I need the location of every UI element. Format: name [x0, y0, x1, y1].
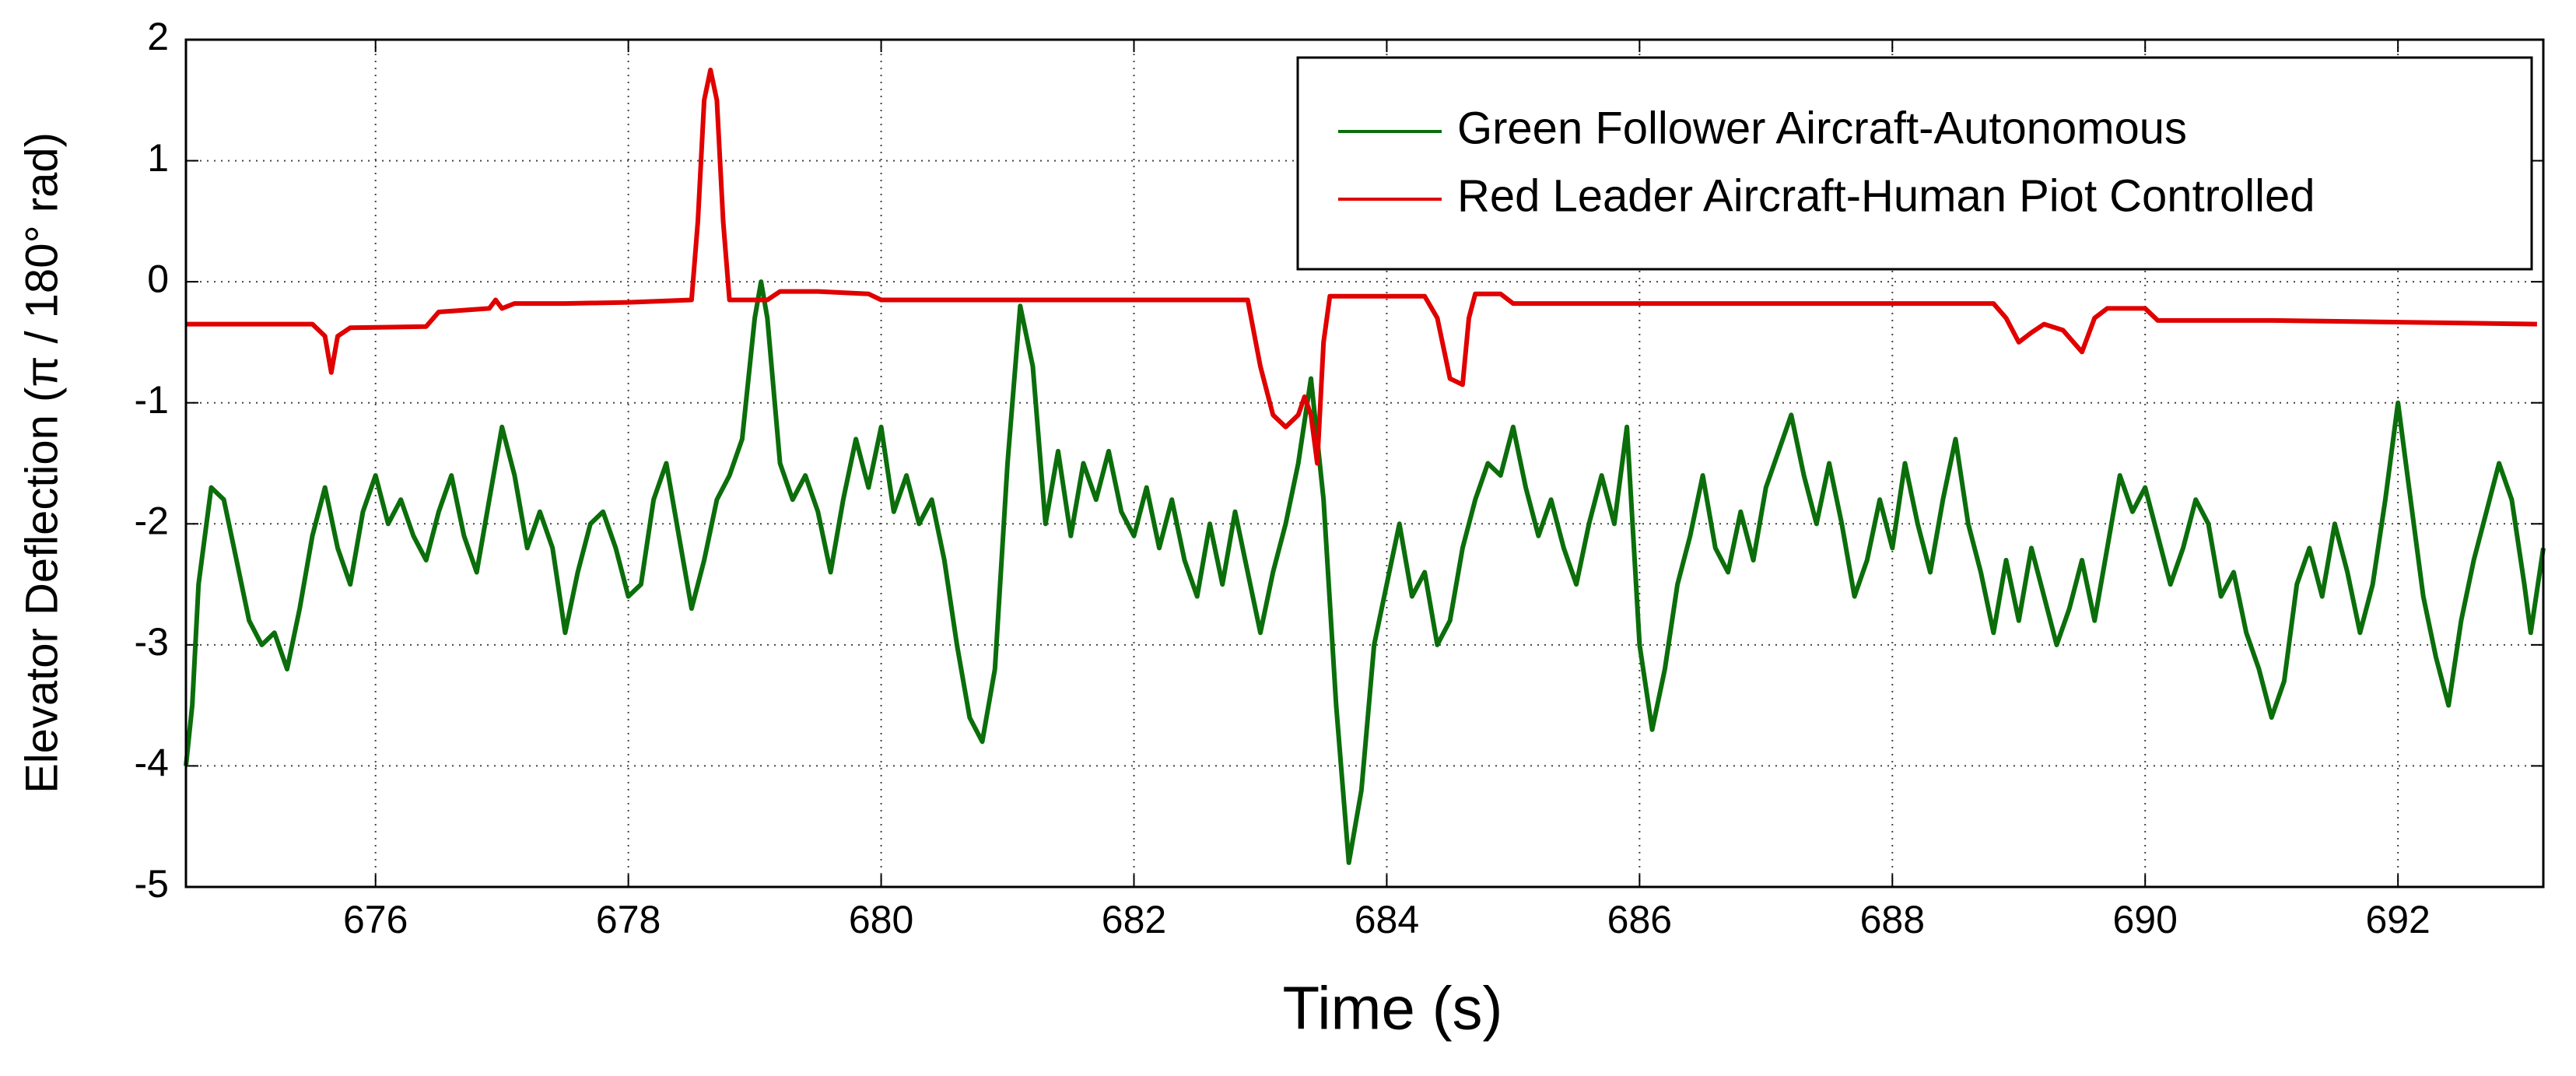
- x-tick-label: 676: [343, 898, 408, 941]
- plot-frame: [184, 38, 2545, 888]
- x-tick-label: 684: [1355, 898, 1419, 941]
- legend-label: Green Follower Aircraft-Autonomous: [1457, 103, 2187, 153]
- x-tick-label: 686: [1607, 898, 1672, 941]
- x-tick-label: 678: [596, 898, 661, 941]
- data-line: [184, 279, 2546, 865]
- y-tick-label: 1: [147, 136, 169, 180]
- x-axis-label: Time (s): [1282, 974, 1502, 1043]
- y-tick-label: -1: [135, 378, 169, 422]
- y-axis-label: Elevator Deflection (π / 180° rad): [16, 132, 67, 794]
- x-tick-label: 688: [1860, 898, 1925, 941]
- x-tick-label: 680: [849, 898, 913, 941]
- y-tick-label: -5: [135, 862, 169, 906]
- y-tick-label: 2: [147, 15, 169, 58]
- y-tick-label: -3: [135, 620, 169, 664]
- y-tick-label: -2: [135, 499, 169, 542]
- data-line: [186, 67, 2537, 466]
- legend-label: Red Leader Aircraft-Human Piot Controlle…: [1457, 170, 2315, 221]
- y-tick-label: -4: [135, 741, 169, 785]
- legend-box: [1296, 56, 2533, 271]
- x-tick-label: 682: [1102, 898, 1166, 941]
- x-tick-label: 692: [2365, 898, 2430, 941]
- x-tick-label: 690: [2113, 898, 2178, 941]
- y-tick-label: 0: [147, 257, 169, 300]
